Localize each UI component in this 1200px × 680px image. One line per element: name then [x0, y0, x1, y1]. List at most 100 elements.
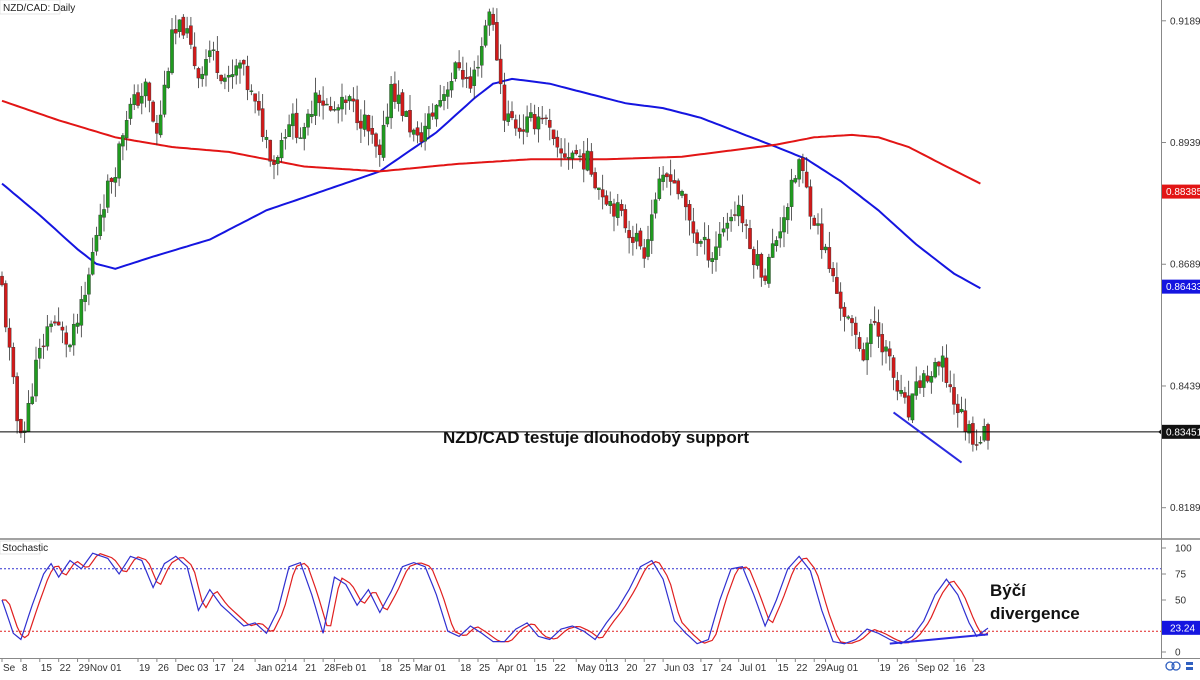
candle [253, 93, 257, 114]
candle [887, 341, 892, 371]
candle [362, 100, 367, 137]
layout-icon[interactable] [1186, 662, 1193, 670]
candle [759, 252, 764, 287]
candle [551, 129, 556, 146]
candle [257, 91, 261, 116]
candle [559, 138, 563, 167]
candle [865, 337, 869, 375]
candle [68, 343, 72, 352]
candle-body [869, 323, 873, 344]
candle-body [823, 246, 828, 251]
candle-body [362, 114, 367, 130]
candle [325, 98, 329, 106]
price-label: 0.88385 [1162, 184, 1200, 199]
candle-body [45, 326, 50, 347]
candle [415, 121, 420, 144]
candle-body [302, 127, 307, 139]
candle [211, 41, 216, 61]
candle [487, 8, 492, 36]
candle [959, 396, 964, 414]
candle [113, 167, 118, 197]
price-label-box [1162, 424, 1200, 439]
candle [744, 219, 749, 239]
candle-body [340, 96, 344, 110]
candle [71, 313, 76, 356]
candle [336, 104, 341, 124]
candle [374, 132, 378, 158]
candle [124, 110, 129, 151]
candle-body [955, 403, 960, 414]
candle-body [87, 274, 91, 295]
candle [661, 166, 665, 191]
candle-body [287, 124, 291, 138]
candle [298, 127, 303, 139]
candle-body [170, 29, 174, 74]
time-tick-label: Sep 02 [917, 663, 949, 674]
candle-body [699, 241, 703, 244]
candle [495, 8, 499, 61]
candle-body [906, 395, 911, 418]
candle-body [627, 230, 631, 239]
candle [937, 360, 941, 376]
candle [638, 227, 643, 250]
candle-body [974, 444, 979, 446]
candle-body [147, 82, 152, 101]
candle-body [34, 359, 38, 397]
candle-body [453, 62, 458, 79]
price-tick-label: 0.86893 [1170, 260, 1200, 271]
corner-icons[interactable] [1165, 661, 1193, 671]
candle [121, 133, 125, 161]
moving-average-1 [1, 77, 981, 290]
divergence-annotation-line2: divergence [990, 604, 1080, 623]
candle [170, 17, 174, 75]
candle [850, 315, 854, 337]
candle [87, 267, 91, 306]
time-tick-label: Mar 01 [415, 663, 447, 674]
time-tick-label: 18 [381, 663, 393, 674]
candle [340, 83, 344, 122]
candle-body [26, 402, 31, 432]
candle-body [589, 151, 594, 175]
candle-body [49, 323, 53, 327]
stochastic-pane [0, 552, 1161, 645]
candle-body [986, 424, 990, 441]
candle-body [411, 129, 416, 135]
stochastic-trendline [889, 633, 989, 645]
candle [162, 70, 167, 118]
candle [797, 157, 801, 187]
candle-body [132, 94, 137, 105]
candle-body [816, 223, 820, 226]
candle-body [532, 114, 537, 130]
candle-body [755, 254, 760, 266]
candle [853, 316, 858, 349]
candle [230, 59, 235, 89]
candle-body [937, 361, 941, 367]
candle-body [850, 318, 854, 324]
stochastic-tick-label: 100 [1175, 544, 1192, 555]
candle [464, 62, 469, 89]
candle-body [782, 217, 786, 233]
candle [143, 78, 148, 108]
candle-body [306, 113, 310, 128]
stochastic-d-line [2, 553, 989, 644]
candle-body [551, 129, 556, 140]
time-tick-label: 26 [898, 663, 910, 674]
candle-body [487, 11, 492, 26]
candle-body [291, 113, 295, 127]
candle-body [838, 291, 843, 309]
candle-body [0, 275, 4, 286]
candle [846, 314, 851, 321]
candle [657, 166, 662, 201]
candle [600, 174, 605, 210]
candle-body [204, 59, 208, 76]
candle [90, 237, 95, 276]
candle [608, 191, 613, 214]
candle [914, 366, 919, 400]
candle [355, 85, 359, 131]
candle-body [721, 228, 726, 233]
link-icon[interactable] [1171, 661, 1181, 671]
candle-body [536, 116, 541, 130]
sync-icon[interactable] [1165, 661, 1175, 671]
